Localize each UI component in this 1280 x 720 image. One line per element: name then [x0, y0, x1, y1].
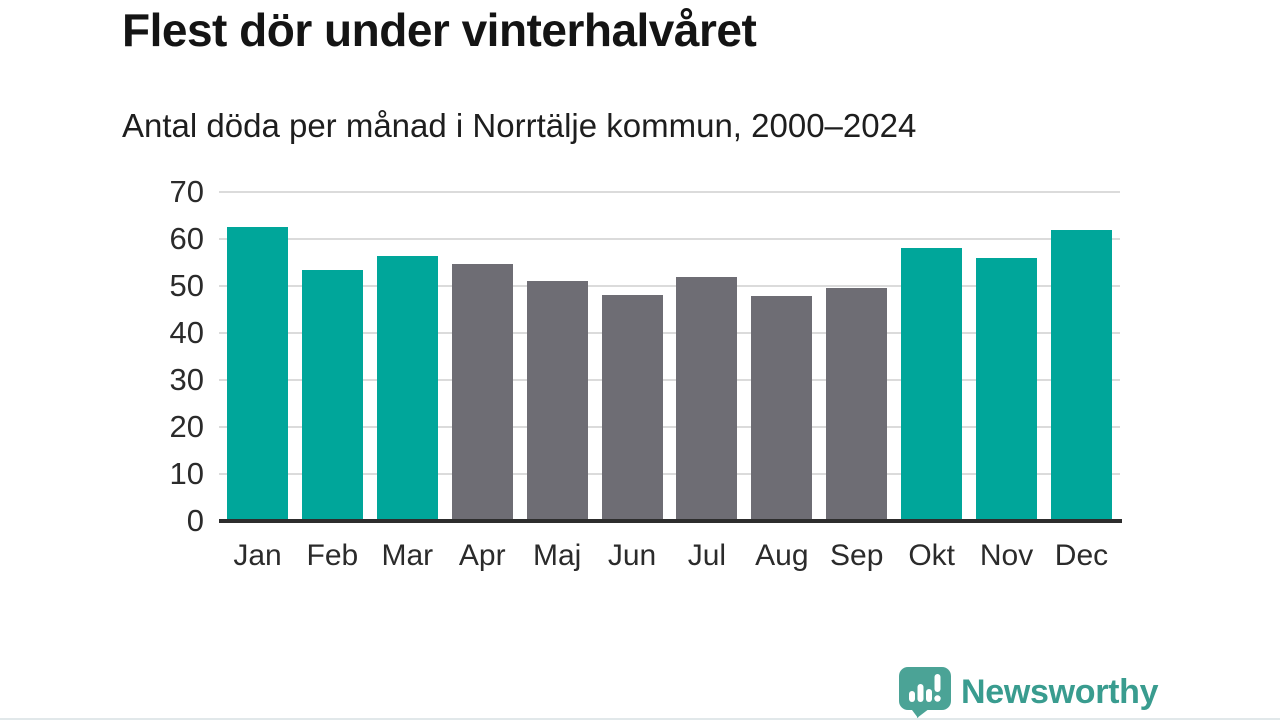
y-tick-label-60: 60	[169, 221, 204, 256]
bar-sep	[826, 288, 888, 521]
bar-jun	[601, 295, 663, 521]
bar-maj	[526, 281, 588, 521]
bar-feb	[301, 269, 363, 521]
y-tick-label-0: 0	[186, 503, 204, 538]
bar-jan	[227, 227, 288, 521]
gridline-50	[219, 285, 1120, 287]
newsworthy-logo[interactable]: Newsworthy	[898, 666, 1159, 718]
gridline-20	[219, 426, 1120, 428]
y-tick-label-70: 70	[169, 174, 204, 209]
x-tick-label-jan: Jan	[233, 539, 282, 572]
gridline-70	[219, 191, 1120, 193]
x-tick-label-feb: Feb	[306, 539, 359, 572]
gridline-40	[219, 332, 1120, 334]
gridline-30	[219, 379, 1120, 381]
bar-okt	[901, 248, 963, 521]
x-tick-label-mar: Mar	[381, 539, 434, 572]
x-tick-label-aug: Aug	[755, 539, 809, 572]
y-tick-label-30: 30	[169, 362, 204, 397]
newsworthy-chart-bubble-icon	[898, 666, 952, 718]
x-tick-label-maj: Maj	[532, 539, 582, 572]
x-axis-line	[219, 519, 1122, 523]
y-tick-label-10: 10	[169, 456, 204, 491]
plot-area	[219, 191, 1122, 523]
x-tick-label-apr: Apr	[458, 539, 506, 572]
bar-nov	[976, 257, 1038, 521]
x-tick-label-okt: Okt	[908, 539, 955, 572]
chart-subtitle: Antal döda per månad i Norrtälje kommun,…	[122, 107, 917, 144]
y-tick-label-40: 40	[169, 315, 204, 350]
x-tick-label-jun: Jun	[607, 539, 657, 572]
logo-bubble-shape	[899, 667, 951, 718]
x-tick-label-jul: Jul	[687, 539, 727, 572]
x-tick-label-dec: Dec	[1054, 539, 1109, 572]
gridline-10	[219, 473, 1120, 475]
bar-jul	[676, 276, 738, 521]
bar-apr	[451, 263, 513, 521]
y-tick-label-50: 50	[169, 268, 204, 303]
y-axis: 0 10 20 30 40 50 60 70	[0, 176, 204, 537]
bottom-border	[0, 718, 1280, 720]
bar-aug	[751, 296, 813, 521]
bars-row	[219, 192, 1120, 521]
bar-mar	[376, 255, 438, 521]
newsworthy-wordmark: Newsworthy	[961, 672, 1159, 711]
chart-title: Flest dör under vinterhalvåret	[122, 4, 757, 56]
bar-dec	[1050, 229, 1112, 521]
x-axis: Jan Feb Mar Apr Maj Jun Jul Aug Sep Okt Nov Dec	[219, 538, 1120, 574]
gridline-60	[219, 238, 1120, 240]
x-tick-label-sep: Sep	[830, 539, 884, 572]
y-tick-label-20: 20	[169, 409, 204, 444]
x-tick-label-nov: Nov	[979, 539, 1034, 572]
